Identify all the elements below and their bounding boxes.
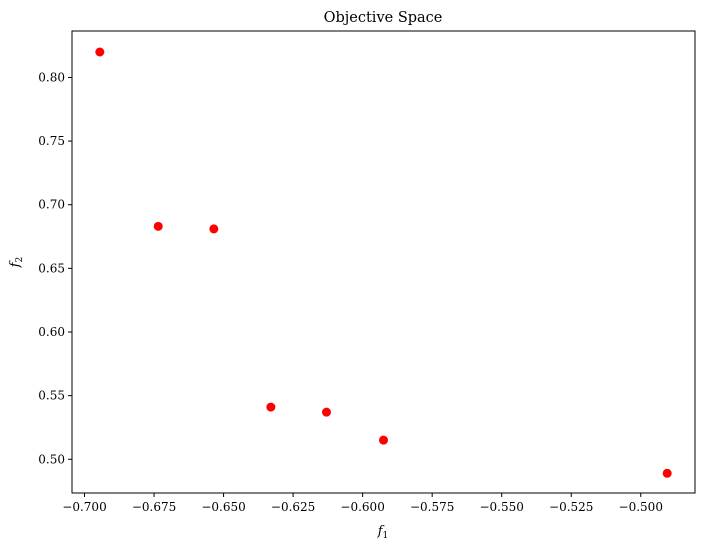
x-axis: −0.700 −0.675 −0.650 −0.625 −0.600 −0.575 −0.5…: [62, 493, 663, 514]
data-point: [209, 224, 219, 234]
x-tick-label: −0.600: [340, 500, 384, 514]
y-tick-label: 0.80: [38, 70, 65, 84]
x-tick-label: −0.525: [549, 500, 593, 514]
data-point: [321, 407, 331, 417]
x-tick-label: −0.700: [62, 500, 106, 514]
x-tick-label: −0.650: [201, 500, 245, 514]
data-point: [266, 402, 276, 412]
x-tick-label: −0.575: [410, 500, 454, 514]
data-point: [153, 221, 163, 231]
x-tick-label: −0.625: [271, 500, 315, 514]
y-tick-label: 0.70: [38, 198, 65, 212]
x-tick-label: −0.675: [132, 500, 176, 514]
data-point: [379, 435, 388, 445]
y-axis: 0.50 0.55 0.60 0.65 0.70 0.75 0.80: [38, 70, 72, 466]
y-tick-label: 0.65: [38, 261, 65, 275]
y-tick-label: 0.50: [38, 452, 65, 466]
y-axis-label-main: f: [8, 260, 23, 268]
data-points: [95, 47, 672, 478]
y-tick-label: 0.75: [38, 134, 65, 148]
chart-title: Objective Space: [324, 10, 443, 26]
data-point: [95, 47, 105, 57]
y-axis-label-subscript: 2: [15, 257, 25, 263]
y-tick-label: 0.55: [38, 389, 65, 403]
data-point: [662, 468, 672, 478]
y-tick-label: 0.60: [38, 325, 65, 339]
y-axis-label: f2: [8, 257, 25, 269]
x-axis-label: f1: [377, 524, 389, 541]
x-axis-label-subscript: 1: [383, 531, 389, 541]
x-tick-label: −0.550: [479, 500, 523, 514]
x-tick-label: −0.500: [619, 500, 663, 514]
plot-area: [71, 30, 696, 494]
x-axis-label-main: f: [377, 524, 385, 539]
